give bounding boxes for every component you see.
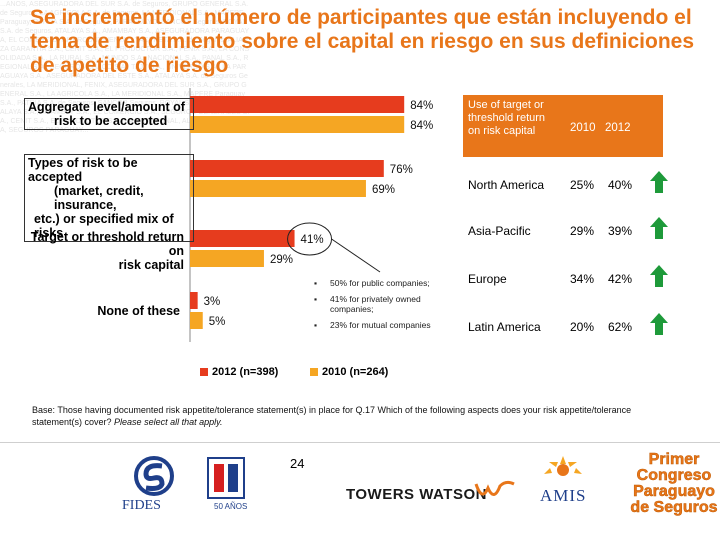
up-arrow-icon	[650, 217, 668, 239]
category-label-aggregate: Aggregate level/amount of risk to be acc…	[24, 98, 194, 130]
data-label: 84%	[410, 120, 433, 132]
base-note: Base: Those having documented risk appet…	[32, 404, 672, 428]
legend-swatch-2012	[200, 368, 208, 377]
table-row: Latin America 20% 62%	[463, 304, 703, 348]
data-label: 5%	[209, 316, 226, 328]
bar-2012-1	[190, 160, 384, 177]
table-cell-2010: 34%	[570, 272, 595, 286]
legend-item-2010: 2010 (n=264)	[310, 366, 388, 378]
category-label-line: Target or threshold return on	[30, 230, 184, 258]
category-label-line: Aggregate level/amount of	[28, 100, 185, 114]
data-label: 76%	[390, 164, 413, 176]
legend-label: 2012 (n=398)	[212, 366, 279, 378]
table-cell-region: Latin America	[468, 320, 541, 334]
category-label-target: Target or threshold return on risk capit…	[24, 230, 184, 272]
table-cell-2012: 39%	[608, 224, 633, 238]
congreso-line: Paraguayo	[633, 483, 715, 500]
amis-logo-text: AMIS	[540, 486, 587, 505]
table-cell-2010: 25%	[570, 178, 595, 192]
table-row: Asia-Pacific 29% 39%	[463, 208, 703, 252]
bar-2010-0	[190, 116, 405, 133]
category-label-none: None of these	[24, 304, 180, 318]
data-label: 41%	[301, 234, 324, 246]
category-label-line: risk capital	[118, 258, 184, 272]
bar-2010-3	[190, 312, 203, 329]
data-label: 69%	[372, 184, 395, 196]
table-cell-region: Europe	[468, 272, 507, 286]
table-row: Europe 34% 42%	[463, 256, 703, 300]
bar-2012-2	[190, 230, 295, 247]
base-note-italic: Please select all that apply.	[114, 417, 223, 427]
legend-swatch-2010	[310, 368, 318, 377]
data-label: 3%	[204, 296, 221, 308]
anniversary-logo-icon	[207, 457, 245, 499]
page-title: Se incrementó el número de participantes…	[30, 6, 695, 77]
table-header: Use of target or threshold return on ris…	[463, 95, 663, 157]
up-arrow-icon	[650, 171, 668, 193]
fides-logo-text: FIDES	[122, 498, 161, 513]
table-cell-region: North America	[468, 178, 545, 192]
data-label: 84%	[410, 100, 433, 112]
category-label-line: Types of risk to be accepted	[28, 156, 138, 184]
table-cell-2012: 62%	[608, 320, 633, 334]
anniversary-logo-text: 50 AÑOS	[214, 502, 248, 511]
up-arrow-icon	[650, 265, 668, 287]
table-cell-2010: 29%	[570, 224, 595, 238]
towers-watson-logo: TOWERS WATSON	[346, 486, 487, 503]
table-cell-region: Asia-Pacific	[468, 224, 531, 238]
page-number: 24	[290, 456, 305, 471]
legend-item-2012: 2012 (n=398)	[200, 366, 278, 378]
table-cell-2012: 42%	[608, 272, 633, 286]
table-cell-2010: 20%	[570, 320, 595, 334]
bar-2012-3	[190, 292, 198, 309]
table-header-year-2012: 2012	[605, 122, 631, 134]
bar-2010-1	[190, 180, 366, 197]
category-label-line: None of these	[97, 304, 180, 318]
amis-logo-icon	[544, 456, 582, 476]
category-label-types: Types of risk to be accepted (market, cr…	[24, 154, 194, 242]
table-row: North America 25% 40%	[463, 162, 703, 206]
callout-item: 41% for privately owned companies;	[308, 294, 456, 314]
category-label-line: etc.) or specified mix of risks	[34, 212, 174, 240]
bar-2012-0	[190, 96, 405, 113]
up-arrow-icon	[650, 313, 668, 335]
callout-item: 23% for mutual companies	[308, 320, 456, 330]
legend-label: 2010 (n=264)	[322, 366, 389, 378]
table-cell-2012: 40%	[608, 178, 633, 192]
congreso-line: de Seguros	[630, 499, 718, 516]
table-header-year-2010: 2010	[570, 122, 596, 134]
callout-connector-line	[331, 238, 381, 273]
congreso-line: Congreso	[636, 467, 712, 484]
base-note-main: Base: Those having documented risk appet…	[32, 405, 632, 427]
table-header-label: Use of target or threshold return on ris…	[468, 99, 546, 137]
towers-watson-w-icon	[474, 480, 515, 496]
congreso-logo: Primer Congreso Paraguayo de Seguros	[628, 451, 720, 516]
footer-divider	[0, 442, 720, 443]
data-label: 29%	[270, 254, 293, 266]
category-label-line: risk to be accepted	[54, 114, 168, 128]
callout-note: 50% for public companies; 41% for privat…	[308, 278, 456, 336]
callout-item: 50% for public companies;	[308, 278, 456, 288]
fides-logo-icon	[134, 456, 174, 496]
congreso-line: Primer	[648, 451, 700, 468]
bar-2010-2	[190, 250, 264, 267]
category-label-line: (market, credit, insurance,	[54, 184, 144, 212]
